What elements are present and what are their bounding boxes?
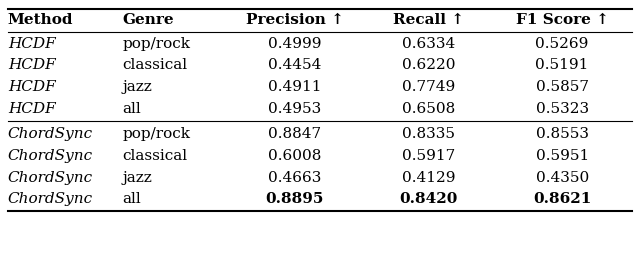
Text: 0.8847: 0.8847 bbox=[268, 127, 321, 141]
Text: F1 Score ↑: F1 Score ↑ bbox=[516, 13, 609, 27]
Text: 0.6008: 0.6008 bbox=[268, 149, 321, 163]
Text: 0.4454: 0.4454 bbox=[268, 58, 321, 72]
Text: Method: Method bbox=[8, 13, 73, 27]
Text: 0.5269: 0.5269 bbox=[536, 37, 589, 51]
Text: ChordSync: ChordSync bbox=[8, 149, 93, 163]
Text: 0.4663: 0.4663 bbox=[268, 171, 321, 184]
Text: 0.6334: 0.6334 bbox=[402, 37, 455, 51]
Text: 0.8335: 0.8335 bbox=[402, 127, 455, 141]
Text: 0.4129: 0.4129 bbox=[401, 171, 455, 184]
Text: 0.5323: 0.5323 bbox=[536, 102, 589, 116]
Text: ChordSync: ChordSync bbox=[8, 171, 93, 184]
Text: pop/rock: pop/rock bbox=[122, 37, 191, 51]
Text: 0.7749: 0.7749 bbox=[402, 80, 455, 94]
Text: 0.4953: 0.4953 bbox=[268, 102, 321, 116]
Text: 0.4350: 0.4350 bbox=[536, 171, 589, 184]
Text: jazz: jazz bbox=[122, 80, 152, 94]
Text: all: all bbox=[122, 192, 141, 206]
Text: jazz: jazz bbox=[122, 171, 152, 184]
Text: 0.8621: 0.8621 bbox=[533, 192, 591, 206]
Text: 0.5857: 0.5857 bbox=[536, 80, 589, 94]
Text: ChordSync: ChordSync bbox=[8, 192, 93, 206]
Text: HCDF: HCDF bbox=[8, 37, 56, 51]
Text: HCDF: HCDF bbox=[8, 80, 56, 94]
Text: Precision ↑: Precision ↑ bbox=[246, 13, 344, 27]
Text: classical: classical bbox=[122, 58, 188, 72]
Text: HCDF: HCDF bbox=[8, 58, 56, 72]
Text: 0.4911: 0.4911 bbox=[268, 80, 321, 94]
Text: all: all bbox=[122, 102, 141, 116]
Text: 0.8553: 0.8553 bbox=[536, 127, 589, 141]
Text: classical: classical bbox=[122, 149, 188, 163]
Text: pop/rock: pop/rock bbox=[122, 127, 191, 141]
Text: 0.6220: 0.6220 bbox=[401, 58, 455, 72]
Text: 0.5951: 0.5951 bbox=[536, 149, 589, 163]
Text: 0.8420: 0.8420 bbox=[399, 192, 458, 206]
Text: 0.6508: 0.6508 bbox=[402, 102, 455, 116]
Text: 0.5191: 0.5191 bbox=[536, 58, 589, 72]
Text: 0.4999: 0.4999 bbox=[268, 37, 321, 51]
Text: 0.8895: 0.8895 bbox=[266, 192, 324, 206]
Text: Genre: Genre bbox=[122, 13, 174, 27]
Text: Recall ↑: Recall ↑ bbox=[393, 13, 464, 27]
Text: HCDF: HCDF bbox=[8, 102, 56, 116]
Text: 0.5917: 0.5917 bbox=[402, 149, 455, 163]
Text: ChordSync: ChordSync bbox=[8, 127, 93, 141]
